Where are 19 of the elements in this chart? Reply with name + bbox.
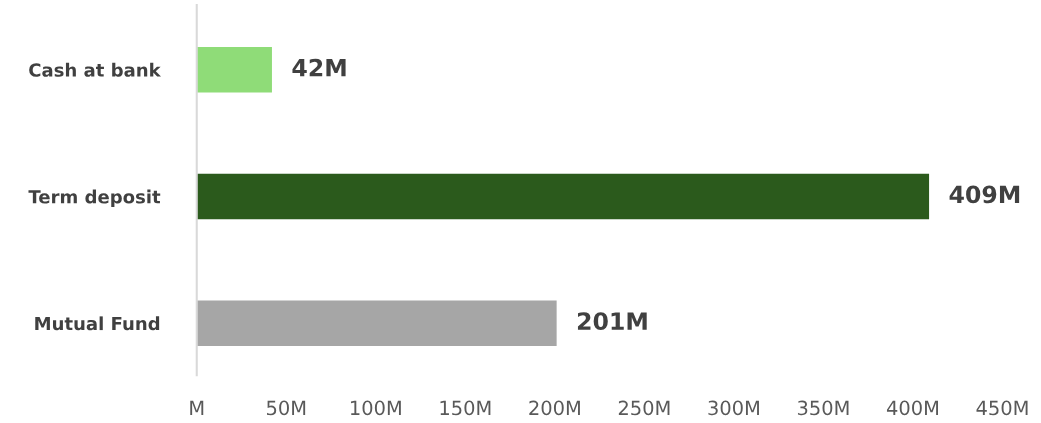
y-tick-label: Mutual Fund xyxy=(35,316,160,331)
x-tick-label: 350M xyxy=(797,400,849,416)
data-label: 201M xyxy=(577,312,647,331)
bar xyxy=(196,300,557,347)
x-tick-label: 450M xyxy=(976,400,1028,416)
x-tick-label: 150M xyxy=(440,400,491,416)
y-tick-label: Cash at bank xyxy=(29,62,161,77)
x-tick-label: 50M xyxy=(267,400,306,416)
x-tick-label: 200M xyxy=(529,400,580,416)
x-tick-label: 250M xyxy=(618,400,670,416)
bar xyxy=(196,173,930,220)
x-tick-label: 300M xyxy=(708,400,759,416)
x-tick-label: M xyxy=(190,400,204,415)
x-tick-label: 400M xyxy=(886,400,938,416)
y-tick-label: Term deposit xyxy=(28,189,161,208)
bar xyxy=(196,46,272,93)
x-tick-label: 100M xyxy=(350,400,401,416)
data-label: 409M xyxy=(949,185,1020,204)
data-label: 42M xyxy=(292,58,346,77)
